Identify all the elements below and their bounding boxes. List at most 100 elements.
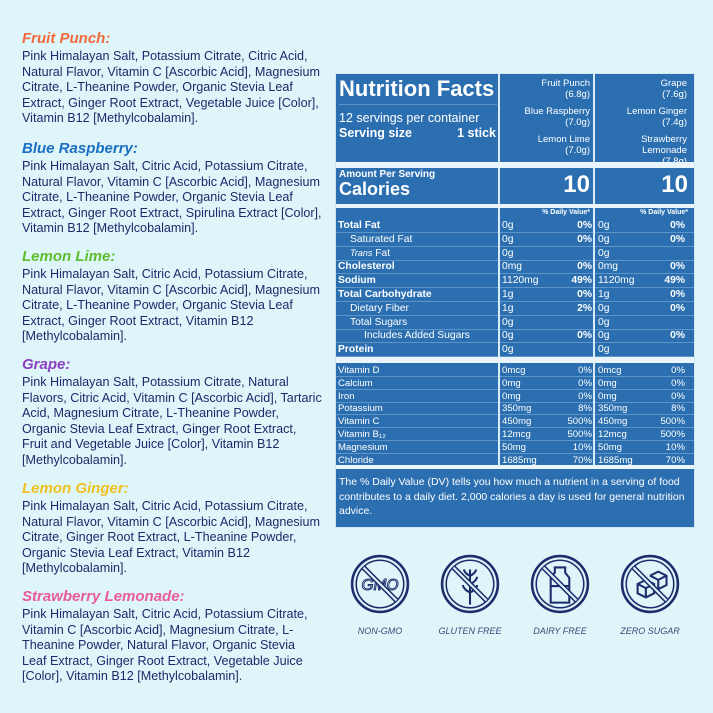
nutrient-label: Dietary Fiber (350, 302, 409, 314)
nutrient-row: Sodium 1120mg 49% 1120mg 49% (336, 274, 694, 289)
badge-label: NON-GMO (357, 626, 403, 636)
col1: 1g 2% (502, 302, 592, 314)
flavor-weight: (7.4g) (662, 117, 687, 128)
nutrient-label: Total Fat (338, 220, 381, 231)
footnote: The % Daily Value (DV) tells you how muc… (339, 476, 685, 517)
nutrient-label: Magnesium (338, 441, 388, 453)
nutrient-row: Dietary Fiber 1g 2% 0g 0% (336, 302, 694, 316)
col2: 1685mg 70% (598, 454, 685, 466)
col2: 12mcg 500% (598, 429, 685, 440)
ingredient-text: Pink Himalayan Salt, Potassium Citrate, … (22, 49, 320, 126)
nutrient-row: Total Carbohydrate 1g 0% 1g 0% (336, 288, 694, 302)
gluten-free-icon (440, 554, 500, 614)
col1: 0g (502, 344, 514, 356)
nutrient-label: Total Sugars (350, 316, 408, 328)
servings-per-container: 12 servings per container (339, 111, 480, 125)
col2: 0mcg 0% (598, 365, 685, 376)
nutrient-row: Magnesium 50mg 10% 50mg 10% (336, 441, 694, 454)
flavor-heading: Strawberry Lemonade: (22, 588, 185, 605)
calories-value-1: 10 (563, 171, 590, 198)
badge-label: ZERO SUGAR (620, 626, 680, 636)
col1: 0g 0% (502, 233, 592, 245)
col2: 0g 0% (598, 220, 685, 231)
col1: 450mg 500% (502, 416, 592, 428)
flavor-heading: Lemon Lime: (22, 248, 116, 265)
nutrient-label: Vitamin D (338, 365, 380, 376)
col2: 0g (598, 344, 610, 356)
nutrient-row: Trans Fat 0g 0g (336, 247, 694, 261)
nutrient-row: Total Fat 0g 0% 0g 0% (336, 219, 694, 233)
col1: 0mg 0% (502, 261, 592, 273)
col1: 50mg 10% (502, 441, 592, 453)
badge-non-gmo: GMO NON-GMO (335, 553, 425, 636)
ingredient-block: Fruit Punch: Pink Himalayan Salt, Potassi… (22, 30, 322, 127)
ingredient-block: Strawberry Lemonade: Pink Himalayan Salt,… (22, 588, 322, 685)
col1: 1g 0% (502, 289, 592, 300)
nutrient-label: Calcium (338, 377, 373, 389)
flavor-weight: (7.6g) (662, 89, 687, 100)
col1: 0mg 0% (502, 390, 592, 402)
col2: 0mg 0% (598, 377, 685, 389)
col1: 1685mg 70% (502, 454, 592, 466)
serving-size-label: Serving size (339, 126, 412, 140)
no-gmo-icon: GMO (350, 554, 410, 614)
flavor-heading: Fruit Punch: (22, 30, 111, 47)
flavor-serving: Grape (7.6g) (597, 78, 687, 100)
badge-label: DAIRY FREE (533, 626, 587, 636)
badge-gluten-free: GLUTEN FREE (425, 553, 515, 636)
col2: 0g 0% (598, 330, 685, 342)
nutrient-label: Saturated Fat (350, 233, 413, 245)
nutrient-row: Saturated Fat 0g 0% 0g 0% (336, 233, 694, 247)
col2: 0mg 0% (598, 390, 685, 402)
col2: 0g 0% (598, 233, 685, 245)
flavor-name: Fruit Punch (541, 78, 590, 89)
nutrient-label: Cholesterol (338, 261, 395, 273)
flavor-name: Strawberry Lemonade (641, 134, 687, 156)
col1: 0mg 0% (502, 377, 592, 389)
col1: 0g (502, 247, 514, 259)
flavor-serving: Lemon Ginger (7.4g) (597, 106, 687, 128)
badges: GMO NON-GMO GLUTEN FREE DAIRY FREE ZERO SUGA… (335, 553, 695, 636)
dv-header-1: % Daily Value* (542, 209, 590, 216)
nutrient-row: Potassium 350mg 8% 350mg 8% (336, 402, 694, 416)
col1: 1120mg 49% (502, 275, 592, 287)
col1: 0g 0% (502, 220, 592, 231)
flavor-serving: Blue Raspberry (7.0g) (501, 106, 590, 128)
nutrient-label: Includes Added Sugars (364, 330, 470, 342)
nutrient-row: Cholesterol 0mg 0% 0mg 0% (336, 260, 694, 275)
nutrient-label: Total Carbohydrate (338, 289, 432, 300)
nutrition-facts-panel: Nutrition Facts 12 servings per containe… (335, 73, 695, 528)
ingredient-block: Grape: Pink Himalayan Salt, Potassium Cit… (22, 356, 322, 469)
ingredient-text: Pink Himalayan Salt, Potassium Citrate, … (22, 375, 322, 467)
zero-sugar-icon (620, 554, 680, 614)
flavor-heading: Lemon Ginger: (22, 480, 129, 497)
ingredient-text: Pink Himalayan Salt, Citric Acid, Potass… (22, 267, 320, 344)
flavor-name: Grape (660, 78, 687, 89)
nutrient-row: Vitamin C 450mg 500% 450mg 500% (336, 415, 694, 429)
badge-label: GLUTEN FREE (438, 626, 502, 636)
ingredient-block: Lemon Ginger: Pink Himalayan Salt, Citric… (22, 480, 322, 577)
nutrient-label: Sodium (338, 275, 376, 287)
col1: 0g 0% (502, 330, 592, 342)
dv-header-2: % Daily Value* (640, 209, 688, 216)
flavor-weight: (6.8g) (565, 89, 590, 100)
flavor-name: Blue Raspberry (524, 106, 590, 117)
amount-per-serving: Amount Per Serving (339, 169, 436, 180)
badge-dairy-free: DAIRY FREE (515, 553, 605, 636)
col2: 0g 0% (598, 302, 685, 314)
nutrient-row: Calcium 0mg 0% 0mg 0% (336, 377, 694, 390)
col2: 0g (598, 247, 610, 259)
nutrient-label: Vitamin B₁₂ (338, 429, 386, 440)
flavor-heading: Blue Raspberry: (22, 140, 138, 157)
flavor-weight: (7.8g) (597, 156, 687, 167)
ingredient-text: Pink Himalayan Salt, Citric Acid, Potass… (22, 159, 322, 236)
col2: 0mg 0% (598, 261, 685, 273)
flavor-name: Lemon Ginger (626, 106, 687, 117)
flavor-name: Lemon Lime (537, 134, 590, 145)
col2: 50mg 10% (598, 441, 685, 453)
ingredient-text: Pink Himalayan Salt, Citric Acid, Potass… (22, 607, 308, 684)
nutrient-label: Protein (338, 344, 374, 356)
ingredient-block: Lemon Lime: Pink Himalayan Salt, Citric A… (22, 248, 322, 345)
calories-label: Calories (339, 179, 411, 199)
nutrient-row: Vitamin B₁₂ 12mcg 500% 12mcg 500% (336, 428, 694, 441)
